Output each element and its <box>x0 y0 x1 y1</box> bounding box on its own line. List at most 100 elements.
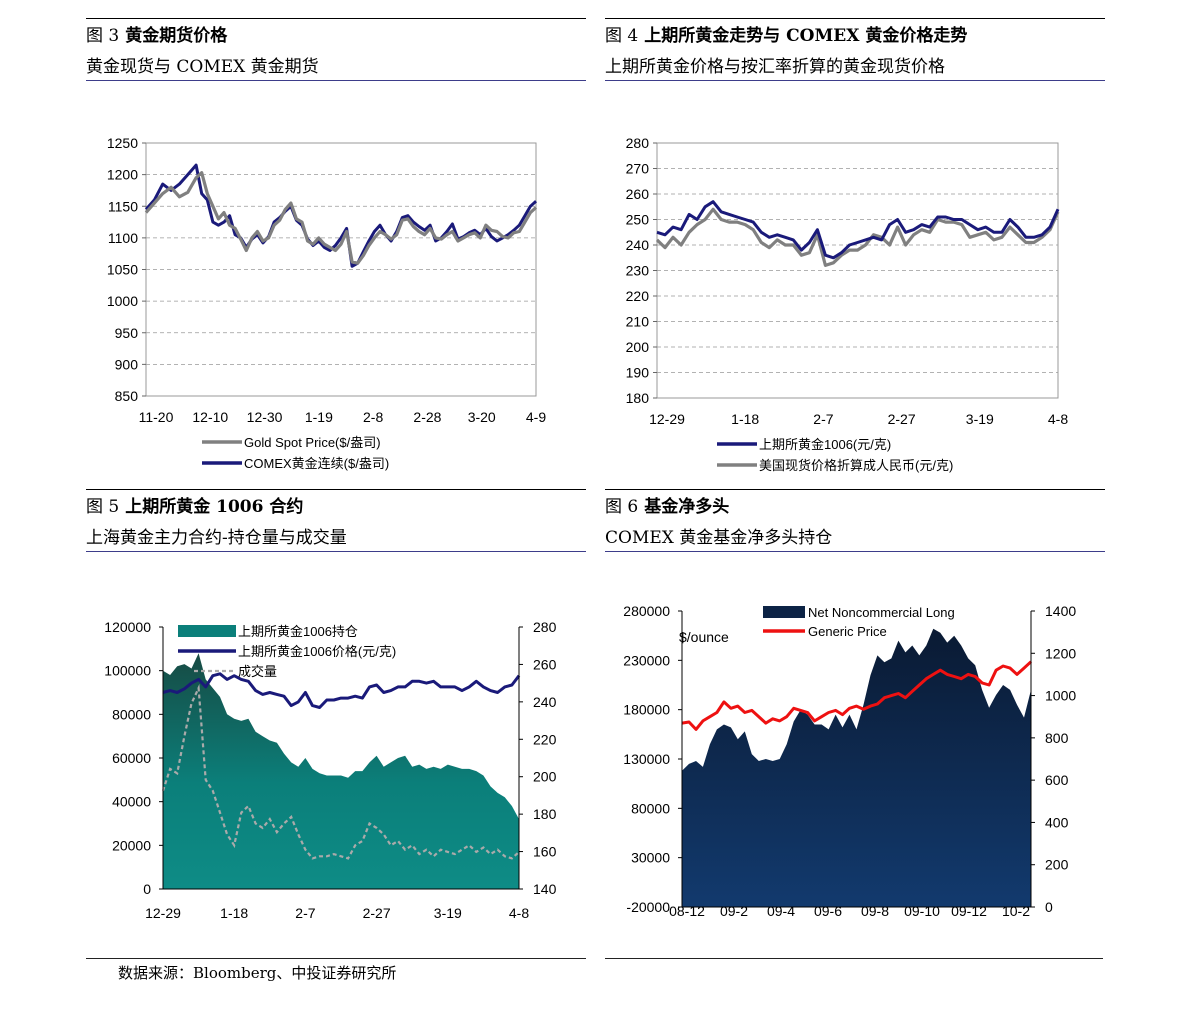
y-tick-label: 120000 <box>104 619 151 635</box>
y-tick-label: 80000 <box>112 706 151 722</box>
figure-5-title: 图 5 上期所黄金 1006 合约 <box>86 489 586 517</box>
x-tick-label: 10-2 <box>1002 903 1030 919</box>
y-tick-label: 240 <box>626 237 650 253</box>
x-tick-label: 12-10 <box>192 409 228 425</box>
figure-4-number: 图 4 <box>605 26 639 46</box>
x-tick-label: 4-8 <box>509 905 529 921</box>
legend-label-0: Net Noncommercial Long <box>808 605 955 620</box>
y2-tick-label: 0 <box>1045 899 1053 915</box>
figure-6-title: 图 6 基金净多头 <box>605 489 1105 517</box>
x-tick-label: 2-7 <box>813 411 833 427</box>
footer-rule-right <box>605 958 1103 959</box>
y2-tick-label: 260 <box>533 656 557 672</box>
figure-3-title: 图 3 黄金期货价格 <box>86 18 586 46</box>
x-tick-label: 2-28 <box>413 409 441 425</box>
legend-label-0: 上期所黄金1006持仓 <box>238 624 358 639</box>
x-tick-label: 2-8 <box>363 409 383 425</box>
y-tick-label: 200 <box>626 339 650 355</box>
y2-unit-label: $/ounce <box>679 629 729 645</box>
x-tick-label: 2-27 <box>888 411 916 427</box>
x-tick-label: 09-6 <box>814 903 842 919</box>
y2-tick-label: 180 <box>533 806 557 822</box>
y2-tick-label: 140 <box>533 881 557 897</box>
x-tick-label: 12-30 <box>247 409 283 425</box>
x-tick-label: 09-2 <box>720 903 748 919</box>
x-tick-label: 08-12 <box>669 903 705 919</box>
plot-area <box>656 142 1059 399</box>
figure-5-number: 图 5 <box>86 497 120 517</box>
x-tick-label: 3-19 <box>966 411 994 427</box>
y-tick-label: 250 <box>626 212 650 228</box>
figure-3-subtitle: 黄金现货与 COMEX 黄金期货 <box>86 50 586 81</box>
y-tick-label: 220 <box>626 288 650 304</box>
figure-4-subtitle: 上期所黄金价格与按汇率折算的黄金现货价格 <box>605 50 1105 81</box>
y-tick-label: 850 <box>115 388 139 404</box>
y-tick-label: 40000 <box>112 794 151 810</box>
legend-label-0: 上期所黄金1006(元/克) <box>759 437 891 452</box>
shfe-1006-contract-chart: 0 20000 40000 60000 80000 100000 120000 140 160 1… <box>104 619 557 921</box>
legend-label-1: 上期所黄金1006价格(元/克) <box>238 644 396 659</box>
figure-3-number: 图 3 <box>86 26 120 46</box>
x-tick-label: 1-19 <box>305 409 333 425</box>
x-tick-label: 4-8 <box>1048 411 1068 427</box>
y-tick-label: 270 <box>626 161 650 177</box>
y2-tick-label: 280 <box>533 619 557 635</box>
figure-5-subtitle: 上海黄金主力合约-持仓量与成交量 <box>86 521 586 552</box>
y-tick-label: 60000 <box>112 750 151 766</box>
y-tick-label: 900 <box>115 356 139 372</box>
x-tick-label: 11-20 <box>139 409 174 425</box>
x-tick-label: 1-18 <box>731 411 759 427</box>
y-tick-label: 180 <box>626 390 650 406</box>
series-line-0 <box>144 171 538 265</box>
y-tick-label: 280000 <box>623 603 670 619</box>
y-tick-label: 1000 <box>107 293 138 309</box>
y-tick-label: 30000 <box>631 850 670 866</box>
y-tick-label: 80000 <box>631 800 670 816</box>
y2-tick-label: 200 <box>1045 857 1069 873</box>
y-tick-label: 280 <box>626 135 650 151</box>
fund-net-long-chart: -20000 30000 80000 130000 180000 230000 280000… <box>623 603 1076 919</box>
legend-swatch-0 <box>178 625 236 637</box>
net-long-area <box>682 628 1031 907</box>
y-tick-label: 230 <box>626 263 650 279</box>
legend-label-1: COMEX黄金连续($/盎司) <box>244 456 389 471</box>
y-tick-label: 210 <box>626 314 650 330</box>
legend-label-0: Gold Spot Price($/盎司) <box>244 435 381 450</box>
legend-swatch-0 <box>763 606 805 618</box>
volume-line <box>161 683 520 860</box>
gold-futures-price-chart: 850 900 950 1000 1050 1100 1150 1200 1250 11-20 12… <box>107 135 546 471</box>
y2-tick-label: 600 <box>1045 772 1069 788</box>
y-tick-label: 180000 <box>623 702 670 718</box>
legend-label-1: Generic Price <box>808 624 887 639</box>
figure-6-title-text: 基金净多头 <box>644 497 730 517</box>
x-tick-label: 09-8 <box>861 903 889 919</box>
x-tick-label: 4-9 <box>526 409 546 425</box>
y-tick-label: 20000 <box>112 837 151 853</box>
figure-4-title-text: 上期所黄金走势与 COMEX 黄金价格走势 <box>644 26 968 46</box>
figure-3-title-text: 黄金期货价格 <box>125 26 228 46</box>
generic-price-line <box>681 660 1033 731</box>
y-tick-label: 1200 <box>107 167 138 183</box>
y2-tick-label: 240 <box>533 694 557 710</box>
x-tick-label: 09-12 <box>951 903 987 919</box>
x-tick-label: 1-18 <box>220 905 248 921</box>
legend-label-2: 成交量 <box>238 664 277 679</box>
y2-tick-label: 1200 <box>1045 645 1076 661</box>
x-tick-label: 2-7 <box>295 905 315 921</box>
legend-label-1: 美国现货价格折算成人民币(元/克) <box>759 458 953 473</box>
y-tick-label: -20000 <box>626 899 670 915</box>
x-tick-label: 12-29 <box>649 411 685 427</box>
y2-tick-label: 160 <box>533 844 557 860</box>
x-tick-label: 2-27 <box>363 905 391 921</box>
source-note: 数据来源：Bloomberg、中投证券研究所 <box>118 964 397 982</box>
open-interest-area <box>163 653 519 889</box>
y2-tick-label: 1400 <box>1045 603 1076 619</box>
figure-6-subtitle: COMEX 黄金基金净多头持仓 <box>605 521 1105 552</box>
y2-tick-label: 220 <box>533 731 557 747</box>
y2-tick-label: 400 <box>1045 814 1069 830</box>
y-tick-label: 1150 <box>108 198 138 214</box>
series-line-1 <box>655 207 1060 267</box>
price-line <box>162 672 521 709</box>
y-tick-label: 1100 <box>108 230 138 246</box>
y-tick-label: 130000 <box>623 751 670 767</box>
